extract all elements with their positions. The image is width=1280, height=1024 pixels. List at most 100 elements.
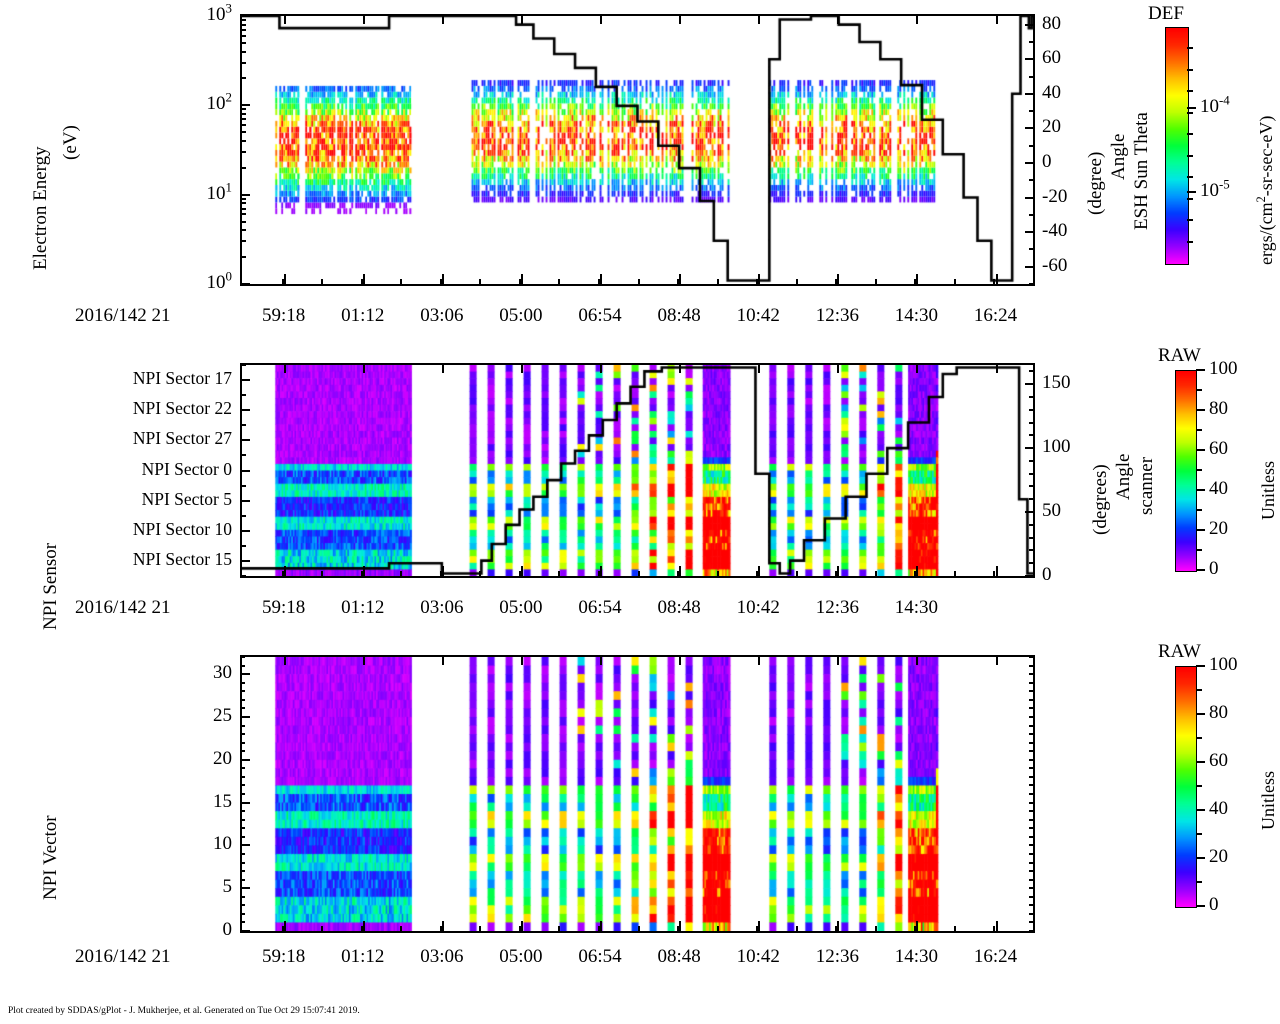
panel2-xtick (837, 566, 839, 578)
panel3-colorbar-tick-label: 20 (1209, 846, 1228, 867)
panel3-xtick-top (521, 655, 523, 665)
panel1-right-tick-label: -60 (1042, 255, 1068, 276)
panel2-ytick-minor (240, 560, 246, 562)
panel1-colorbar-title: DEF (1148, 3, 1184, 24)
panel3-ytick-minor (240, 699, 245, 701)
panel3-right-tick (1029, 699, 1035, 701)
panel1-xtick-top (916, 14, 918, 24)
panel2-ylabel: NPI Sensor (40, 542, 61, 630)
panel3-xtick-top (679, 655, 681, 665)
panel1-ytick-minor (240, 29, 246, 31)
panel2-right-tick-minor (1029, 434, 1035, 436)
panel3-xtick-top (363, 655, 365, 665)
panel2-xtick (996, 566, 998, 578)
panel1-xtick-minor (440, 279, 442, 286)
panel2-right-tick-minor (1029, 473, 1035, 475)
panel3-ytick (240, 673, 250, 675)
panel1-ytick-minor (240, 131, 246, 133)
panel2-xtick (521, 566, 523, 578)
panel3-xtick-minor (440, 926, 442, 933)
panel3-xtick-minor (519, 926, 521, 933)
panel3-ytick-label: 0 (222, 919, 233, 940)
panel3-ytick-minor (240, 810, 245, 812)
panel1-ytick-minor (240, 202, 246, 204)
panel2-plot-area (242, 365, 1033, 576)
panel3-ytick-minor (240, 913, 245, 915)
panel2-xtick-minor (440, 571, 442, 578)
panel1-ytick-minor (240, 108, 246, 110)
panel3-right-tick (1029, 810, 1035, 812)
panel2-right-tick-label: 0 (1042, 564, 1052, 585)
panel1-ytick-major (240, 194, 250, 196)
panel3-xtick-minor (598, 926, 600, 933)
panel3-xtick-minor (638, 926, 640, 933)
panel1-xtick (679, 274, 681, 286)
panel3-ylabel: NPI Vector (40, 815, 61, 900)
panel3-colorbar-tick-minor (1196, 881, 1202, 883)
panel2-ytick-minor (240, 470, 246, 472)
panel1-xtick-top (521, 14, 523, 24)
panel3-xtick (837, 921, 839, 933)
panel2-xtick-minor (598, 571, 600, 578)
panel1-xtick-minor (875, 279, 877, 286)
panel2-xtick-top (284, 363, 286, 373)
panel3-right-tick (1029, 707, 1035, 709)
panel2-colorbar-unit: Unitless (1258, 460, 1278, 520)
panel2-colorbar-tick (1196, 449, 1205, 451)
panel1-ytick-minor (240, 198, 246, 200)
panel3-xtick-top (758, 655, 760, 665)
panel2-ytick-label: NPI Sector 5 (141, 489, 232, 509)
panel3-colorbar-tick (1196, 905, 1205, 907)
panel2-colorbar-title: RAW (1158, 345, 1201, 366)
panel1-ytick-label: 100 (206, 268, 232, 293)
panel1-xtick-minor (519, 279, 521, 286)
x-axis-tick-label: 10:42 (736, 597, 780, 618)
panel3-right-tick (1029, 844, 1035, 846)
panel1-colorbar-unit-text: ergs/(cm2-sr-sec-eV) (1254, 115, 1276, 265)
panel3-ytick-minor (240, 870, 245, 872)
panel2-ytick-label: NPI Sector 17 (132, 368, 232, 388)
panel1-right-tick-minor (1029, 110, 1035, 112)
panel3-xtick-top (284, 655, 286, 665)
panel2-colorbar-tick-minor (1196, 469, 1202, 471)
panel3-ytick (240, 930, 250, 932)
panel3-right-tick (1029, 870, 1035, 872)
panel3-right-tick (1029, 673, 1035, 675)
panel1-xtick-top (442, 14, 444, 24)
panel1-xtick-minor (954, 279, 956, 286)
x-axis-tick-label: 01:12 (341, 946, 385, 967)
panel1-plot-area (242, 16, 1033, 284)
panel3-xtick-minor (558, 926, 560, 933)
panel3-ytick-minor (240, 707, 245, 709)
panel1-right-tick-minor (1029, 76, 1035, 78)
panel1-ytick-minor (240, 240, 246, 242)
panel1-ytick-minor (240, 256, 246, 258)
panel2-right-label-scanner: scanner (1136, 456, 1157, 515)
panel3-right-tick (1029, 862, 1035, 864)
panel3-xtick-top (600, 655, 602, 665)
panel3-right-tick (1029, 879, 1035, 881)
panel3-right-tick (1029, 896, 1035, 898)
panel1-right-tick-label: 20 (1042, 116, 1061, 137)
x-axis-date-label: 2016/142 21 (75, 946, 171, 967)
panel3-xtick-top (442, 655, 444, 665)
panel1-right-tick (1025, 58, 1035, 60)
panel2-colorbar-tick-minor (1196, 549, 1202, 551)
panel3-colorbar-title: RAW (1158, 641, 1201, 662)
panel-electron-energy: Electron Energy (eV) 100 101 102 103 -60 -40… (0, 0, 1280, 330)
panel2-xtick-minor (835, 571, 837, 578)
panel1-ytick-label: 103 (206, 0, 232, 25)
panel1-xtick-minor (717, 279, 719, 286)
panel1-right-tick-minor (1029, 283, 1035, 285)
x-axis-tick-label: 06:54 (578, 305, 622, 326)
panel2-right-tick-minor (1029, 370, 1035, 372)
panel2-xtick-minor (875, 571, 877, 578)
panel3-right-tick (1029, 759, 1035, 761)
panel1-right-tick-minor (1029, 41, 1035, 43)
panel3-colorbar-tick (1196, 857, 1205, 859)
panel1-ytick-minor (240, 124, 246, 126)
panel2-right-tick-minor (1029, 422, 1035, 424)
panel3-right-tick (1029, 887, 1035, 889)
panel1-colorbar (1165, 27, 1189, 265)
panel3-right-tick (1029, 716, 1035, 718)
